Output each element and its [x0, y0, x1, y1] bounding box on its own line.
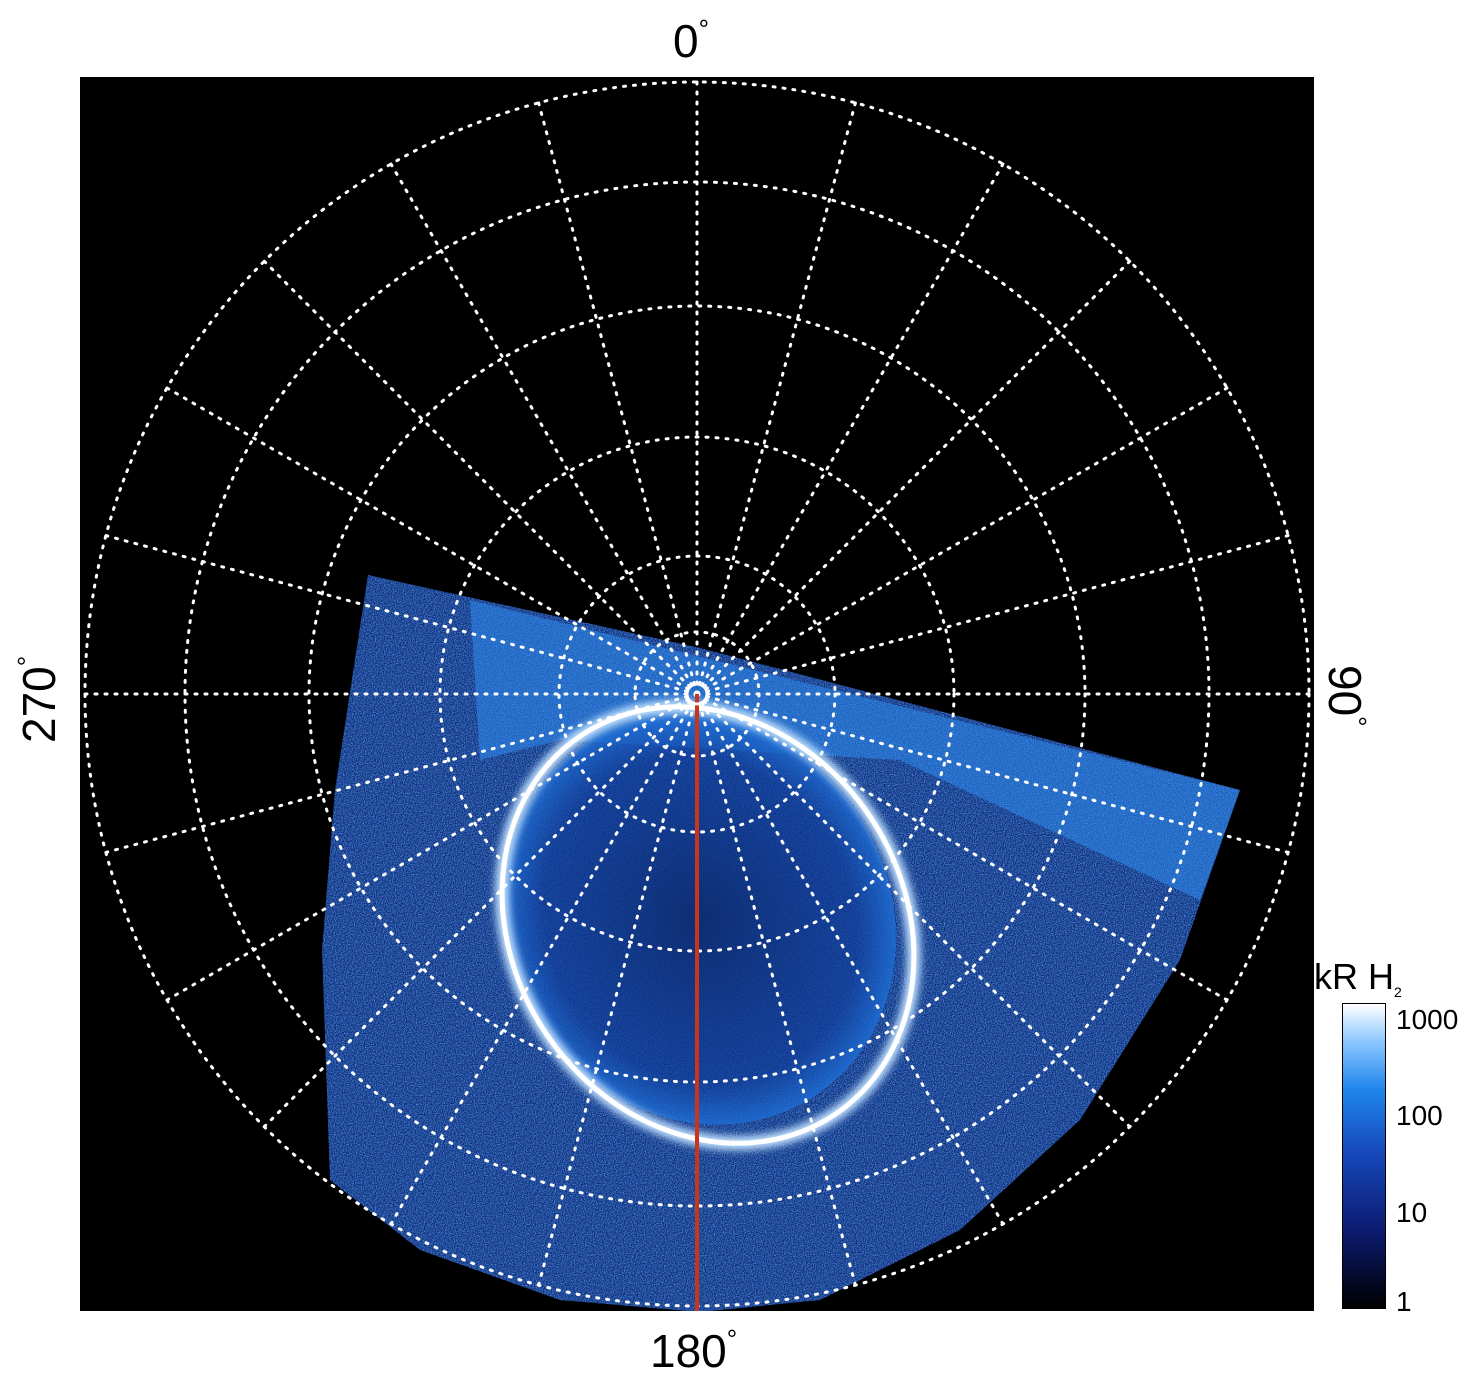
grid-circle-3: [438, 435, 956, 953]
label-0-deg: 0°: [673, 14, 709, 67]
grid-meridian-30: [695, 162, 1005, 696]
grid-meridian-225: [262, 692, 699, 1129]
grid-meridian-285: [104, 534, 699, 696]
label-90-deg: 90°: [1319, 665, 1372, 727]
grid-meridian-330: [389, 162, 699, 696]
label-180-deg: 180°: [650, 1324, 738, 1377]
grid-meridian-345: [537, 101, 699, 696]
colorbar: [1342, 1003, 1386, 1309]
grid-meridian-60: [695, 386, 1229, 696]
grid-meridian-195: [537, 692, 699, 1287]
grid-meridian-255: [104, 692, 699, 854]
pole-marker: [685, 682, 709, 706]
grid-meridian-105: [695, 692, 1290, 854]
grid-meridian-240: [165, 692, 699, 1002]
colorbar-tick-10: 10: [1396, 1197, 1428, 1228]
colorbar-tick-1000: 1000: [1396, 1004, 1459, 1035]
colorbar-title: kR H2: [1314, 956, 1402, 1001]
grid-circle-2: [557, 554, 837, 834]
polar-grid: [83, 80, 1311, 1308]
label-270-deg: 270°: [12, 655, 65, 743]
colorbar-tick-100: 100: [1396, 1100, 1443, 1131]
grid-meridian-45: [695, 259, 1132, 696]
grid-meridian-120: [695, 692, 1229, 1002]
grid-meridian-75: [695, 534, 1290, 696]
grid-meridian-315: [262, 259, 699, 696]
grid-meridian-150: [695, 692, 1005, 1226]
main-auroral-oval: [495, 699, 921, 1151]
colorbar-tick-1: 1: [1396, 1286, 1412, 1317]
grid-meridian-165: [695, 692, 857, 1287]
grid-meridian-210: [389, 692, 699, 1226]
grid-meridian-135: [695, 692, 1132, 1129]
grid-meridian-300: [165, 386, 699, 696]
grid-meridian-15: [695, 101, 857, 696]
